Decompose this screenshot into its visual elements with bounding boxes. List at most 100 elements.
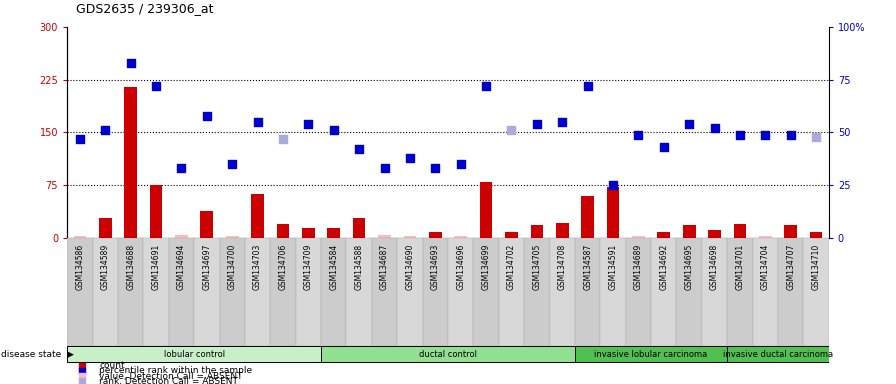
Bar: [201, 211, 213, 238]
Bar: [708, 230, 721, 238]
Bar: [651, 238, 676, 346]
Bar: [347, 238, 372, 346]
Bar: [118, 238, 143, 346]
Bar: [277, 224, 289, 238]
Point: [530, 121, 544, 127]
Point: [453, 161, 468, 167]
Point: [377, 165, 392, 171]
Point: [403, 155, 418, 161]
Bar: [702, 238, 728, 346]
Bar: [125, 87, 137, 238]
Text: GSM134697: GSM134697: [202, 243, 211, 290]
Text: GSM134699: GSM134699: [481, 243, 491, 290]
Point: [352, 146, 366, 152]
Point: [606, 182, 620, 188]
Text: GSM134710: GSM134710: [812, 243, 821, 290]
Bar: [226, 236, 238, 238]
Bar: [734, 224, 746, 238]
Bar: [372, 238, 397, 346]
Bar: [429, 232, 442, 238]
Bar: [403, 236, 417, 238]
Point: [733, 131, 747, 138]
Bar: [473, 238, 499, 346]
Bar: [353, 218, 366, 238]
Point: [200, 113, 214, 119]
Text: GSM134689: GSM134689: [633, 243, 643, 290]
Bar: [296, 238, 321, 346]
Bar: [728, 238, 753, 346]
Bar: [632, 236, 645, 238]
Text: GSM134587: GSM134587: [583, 243, 592, 290]
Bar: [804, 238, 829, 346]
Point: [174, 165, 189, 171]
Point: [809, 134, 823, 140]
Point: [682, 121, 696, 127]
Point: [301, 121, 315, 127]
Text: GSM134691: GSM134691: [151, 243, 160, 290]
Text: disease state  ▶: disease state ▶: [1, 350, 73, 359]
Point: [276, 136, 290, 142]
Point: [99, 127, 113, 134]
Bar: [575, 346, 728, 362]
Point: [225, 161, 239, 167]
Text: GSM134690: GSM134690: [405, 243, 415, 290]
Text: percentile rank within the sample: percentile rank within the sample: [99, 366, 253, 375]
Text: lobular control: lobular control: [164, 350, 225, 359]
Bar: [784, 225, 797, 238]
Bar: [99, 218, 112, 238]
Bar: [810, 232, 823, 238]
Bar: [658, 232, 670, 238]
Text: rank, Detection Call = ABSENT: rank, Detection Call = ABSENT: [99, 377, 238, 384]
Bar: [499, 238, 524, 346]
Bar: [92, 238, 118, 346]
Text: GSM134693: GSM134693: [431, 243, 440, 290]
Text: GSM134703: GSM134703: [253, 243, 263, 290]
Text: GSM134698: GSM134698: [710, 243, 719, 290]
Bar: [530, 225, 543, 238]
Point: [504, 127, 519, 134]
Text: GDS2635 / 239306_at: GDS2635 / 239306_at: [76, 2, 213, 15]
Bar: [194, 238, 220, 346]
Text: ductal control: ductal control: [419, 350, 477, 359]
Point: [580, 250, 594, 257]
Bar: [575, 238, 600, 346]
Bar: [302, 227, 314, 238]
Point: [251, 119, 265, 125]
Point: [708, 125, 722, 131]
Bar: [728, 346, 829, 362]
Text: GSM134706: GSM134706: [279, 243, 288, 290]
Text: GSM134688: GSM134688: [126, 243, 135, 290]
Text: value, Detection Call = ABSENT: value, Detection Call = ABSENT: [99, 372, 243, 381]
Bar: [251, 194, 264, 238]
Bar: [607, 187, 619, 238]
Point: [556, 119, 570, 125]
Bar: [423, 238, 448, 346]
Bar: [327, 227, 340, 238]
Point: [580, 346, 594, 353]
Text: GSM134707: GSM134707: [786, 243, 796, 290]
Text: GSM134584: GSM134584: [329, 243, 339, 290]
Point: [758, 131, 772, 138]
Bar: [549, 238, 575, 346]
Bar: [67, 346, 321, 362]
Bar: [778, 238, 804, 346]
Bar: [150, 185, 162, 238]
Point: [783, 131, 798, 138]
Bar: [676, 238, 702, 346]
Text: GSM134709: GSM134709: [304, 243, 313, 290]
Point: [581, 83, 595, 89]
Bar: [479, 182, 493, 238]
Text: GSM134704: GSM134704: [761, 243, 770, 290]
Point: [478, 83, 493, 89]
Text: GSM134695: GSM134695: [685, 243, 694, 290]
Bar: [220, 238, 245, 346]
Text: count: count: [99, 361, 125, 370]
Point: [73, 136, 87, 142]
Point: [657, 144, 671, 151]
Text: GSM134705: GSM134705: [532, 243, 541, 290]
Point: [580, 298, 594, 305]
Text: GSM134708: GSM134708: [557, 243, 567, 290]
Text: GSM134694: GSM134694: [177, 243, 186, 290]
Point: [124, 60, 138, 66]
Bar: [378, 235, 391, 238]
